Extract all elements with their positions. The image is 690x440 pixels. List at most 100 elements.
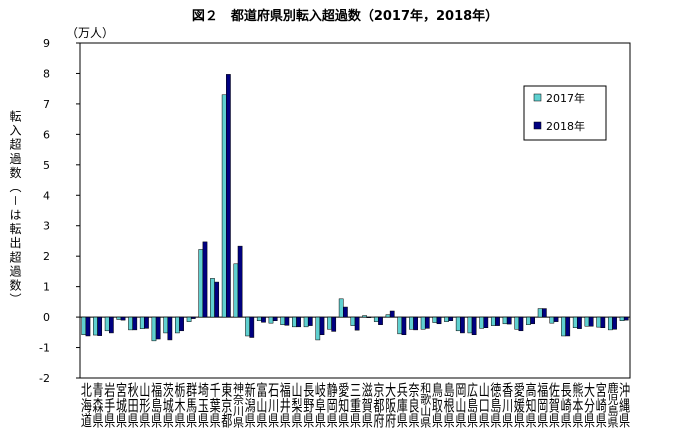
x-tick-label: 奈良県 bbox=[407, 380, 420, 429]
plot-area bbox=[79, 42, 631, 379]
x-tick-label: 青森県 bbox=[91, 382, 104, 429]
bar bbox=[354, 316, 360, 331]
bar bbox=[139, 316, 145, 329]
bar bbox=[612, 316, 617, 330]
x-tick-label: 岩手県 bbox=[103, 380, 116, 429]
bar bbox=[619, 316, 625, 321]
bar bbox=[132, 316, 138, 331]
bar bbox=[245, 316, 250, 337]
x-tick-label: 大分県 bbox=[583, 380, 596, 429]
bar bbox=[296, 316, 301, 328]
y-tick-label: 3 bbox=[43, 220, 50, 233]
bar bbox=[272, 316, 278, 321]
bar bbox=[502, 316, 508, 325]
x-tick-label: 福島県 bbox=[150, 380, 163, 429]
legend-swatch bbox=[533, 121, 542, 130]
bar bbox=[541, 308, 547, 318]
bar bbox=[537, 308, 543, 318]
bar bbox=[397, 316, 403, 335]
bar bbox=[93, 316, 98, 336]
x-tick-label: 滋賀県 bbox=[360, 382, 373, 429]
x-tick-label: 沖縄県 bbox=[618, 382, 631, 429]
bar bbox=[179, 316, 184, 332]
x-tick-label: 富山県 bbox=[255, 380, 268, 429]
x-tick-label: 徳島県 bbox=[489, 382, 502, 429]
bar bbox=[584, 316, 590, 327]
bar bbox=[81, 316, 87, 336]
x-tick-label: 大阪府 bbox=[384, 380, 397, 429]
bar bbox=[588, 316, 594, 327]
y-tick-label: 8 bbox=[43, 67, 50, 80]
y-tick-label: 0 bbox=[43, 311, 50, 324]
bar bbox=[413, 316, 418, 331]
bar bbox=[553, 316, 559, 322]
bar bbox=[338, 298, 344, 318]
bar bbox=[623, 316, 629, 321]
bar bbox=[366, 316, 372, 318]
y-tick-label: 1 bbox=[43, 281, 50, 294]
bar bbox=[97, 316, 103, 336]
legend-label: 2018年 bbox=[546, 119, 585, 133]
bar bbox=[436, 316, 442, 325]
bar bbox=[514, 316, 520, 330]
bar bbox=[151, 316, 157, 342]
y-tick-label: 4 bbox=[43, 189, 50, 202]
y-tick-label: 2 bbox=[43, 250, 50, 263]
bar bbox=[175, 316, 180, 334]
x-tick-label: 熊本県 bbox=[571, 380, 584, 429]
bar bbox=[362, 315, 367, 318]
x-tick-label: 長野県 bbox=[302, 382, 315, 429]
x-tick-label: 栃木県 bbox=[173, 380, 186, 429]
bar bbox=[495, 316, 500, 326]
bar bbox=[518, 316, 524, 332]
y-tick-label: 6 bbox=[43, 128, 50, 141]
x-tick-label: 福岡県 bbox=[536, 380, 549, 429]
x-tick-label: 宮崎県 bbox=[594, 380, 607, 429]
bar bbox=[116, 316, 122, 320]
x-tick-label: 鹿児島県 bbox=[606, 381, 619, 429]
bar bbox=[460, 316, 465, 334]
bar bbox=[167, 316, 173, 341]
bar bbox=[214, 281, 220, 318]
bar bbox=[471, 316, 477, 336]
x-tick-label: 京都府 bbox=[372, 380, 385, 429]
bar bbox=[190, 316, 196, 319]
bar bbox=[221, 94, 227, 318]
x-tick-label: 岡山県 bbox=[454, 382, 467, 429]
y-tick-label: 9 bbox=[43, 37, 50, 50]
x-tick-label: 長崎県 bbox=[559, 382, 572, 429]
bar bbox=[155, 316, 161, 340]
x-tick-label: 宮城県 bbox=[114, 380, 127, 429]
bar bbox=[315, 316, 321, 341]
bar bbox=[327, 316, 332, 330]
y-tick-label: -1 bbox=[39, 342, 50, 355]
y-unit: （万人） bbox=[66, 26, 114, 40]
bar bbox=[256, 316, 262, 321]
x-tick-label: 愛媛県 bbox=[512, 382, 525, 429]
x-tick-label: 茨城県 bbox=[161, 380, 174, 429]
bar bbox=[144, 316, 149, 329]
bar bbox=[249, 316, 255, 338]
bar bbox=[284, 316, 290, 326]
x-tick-label: 三重県 bbox=[349, 382, 362, 429]
bar bbox=[373, 316, 379, 322]
x-tick-label: 山梨県 bbox=[290, 382, 303, 429]
bar bbox=[307, 316, 313, 326]
bar bbox=[467, 316, 473, 334]
bar bbox=[565, 316, 571, 337]
x-tick-label: 山口県 bbox=[477, 382, 490, 429]
bar bbox=[350, 316, 356, 326]
bar bbox=[607, 316, 613, 331]
bar bbox=[479, 316, 484, 329]
x-tick-label: 島根県 bbox=[442, 380, 455, 429]
bar bbox=[483, 316, 489, 329]
bar bbox=[389, 310, 395, 318]
x-tick-label: 佐賀県 bbox=[547, 380, 560, 429]
bar bbox=[186, 316, 192, 322]
x-tick-label: 千葉県 bbox=[208, 382, 221, 429]
bar bbox=[319, 316, 325, 336]
legend-label: 2017年 bbox=[546, 91, 585, 105]
bar bbox=[577, 316, 582, 329]
bar bbox=[163, 316, 169, 334]
